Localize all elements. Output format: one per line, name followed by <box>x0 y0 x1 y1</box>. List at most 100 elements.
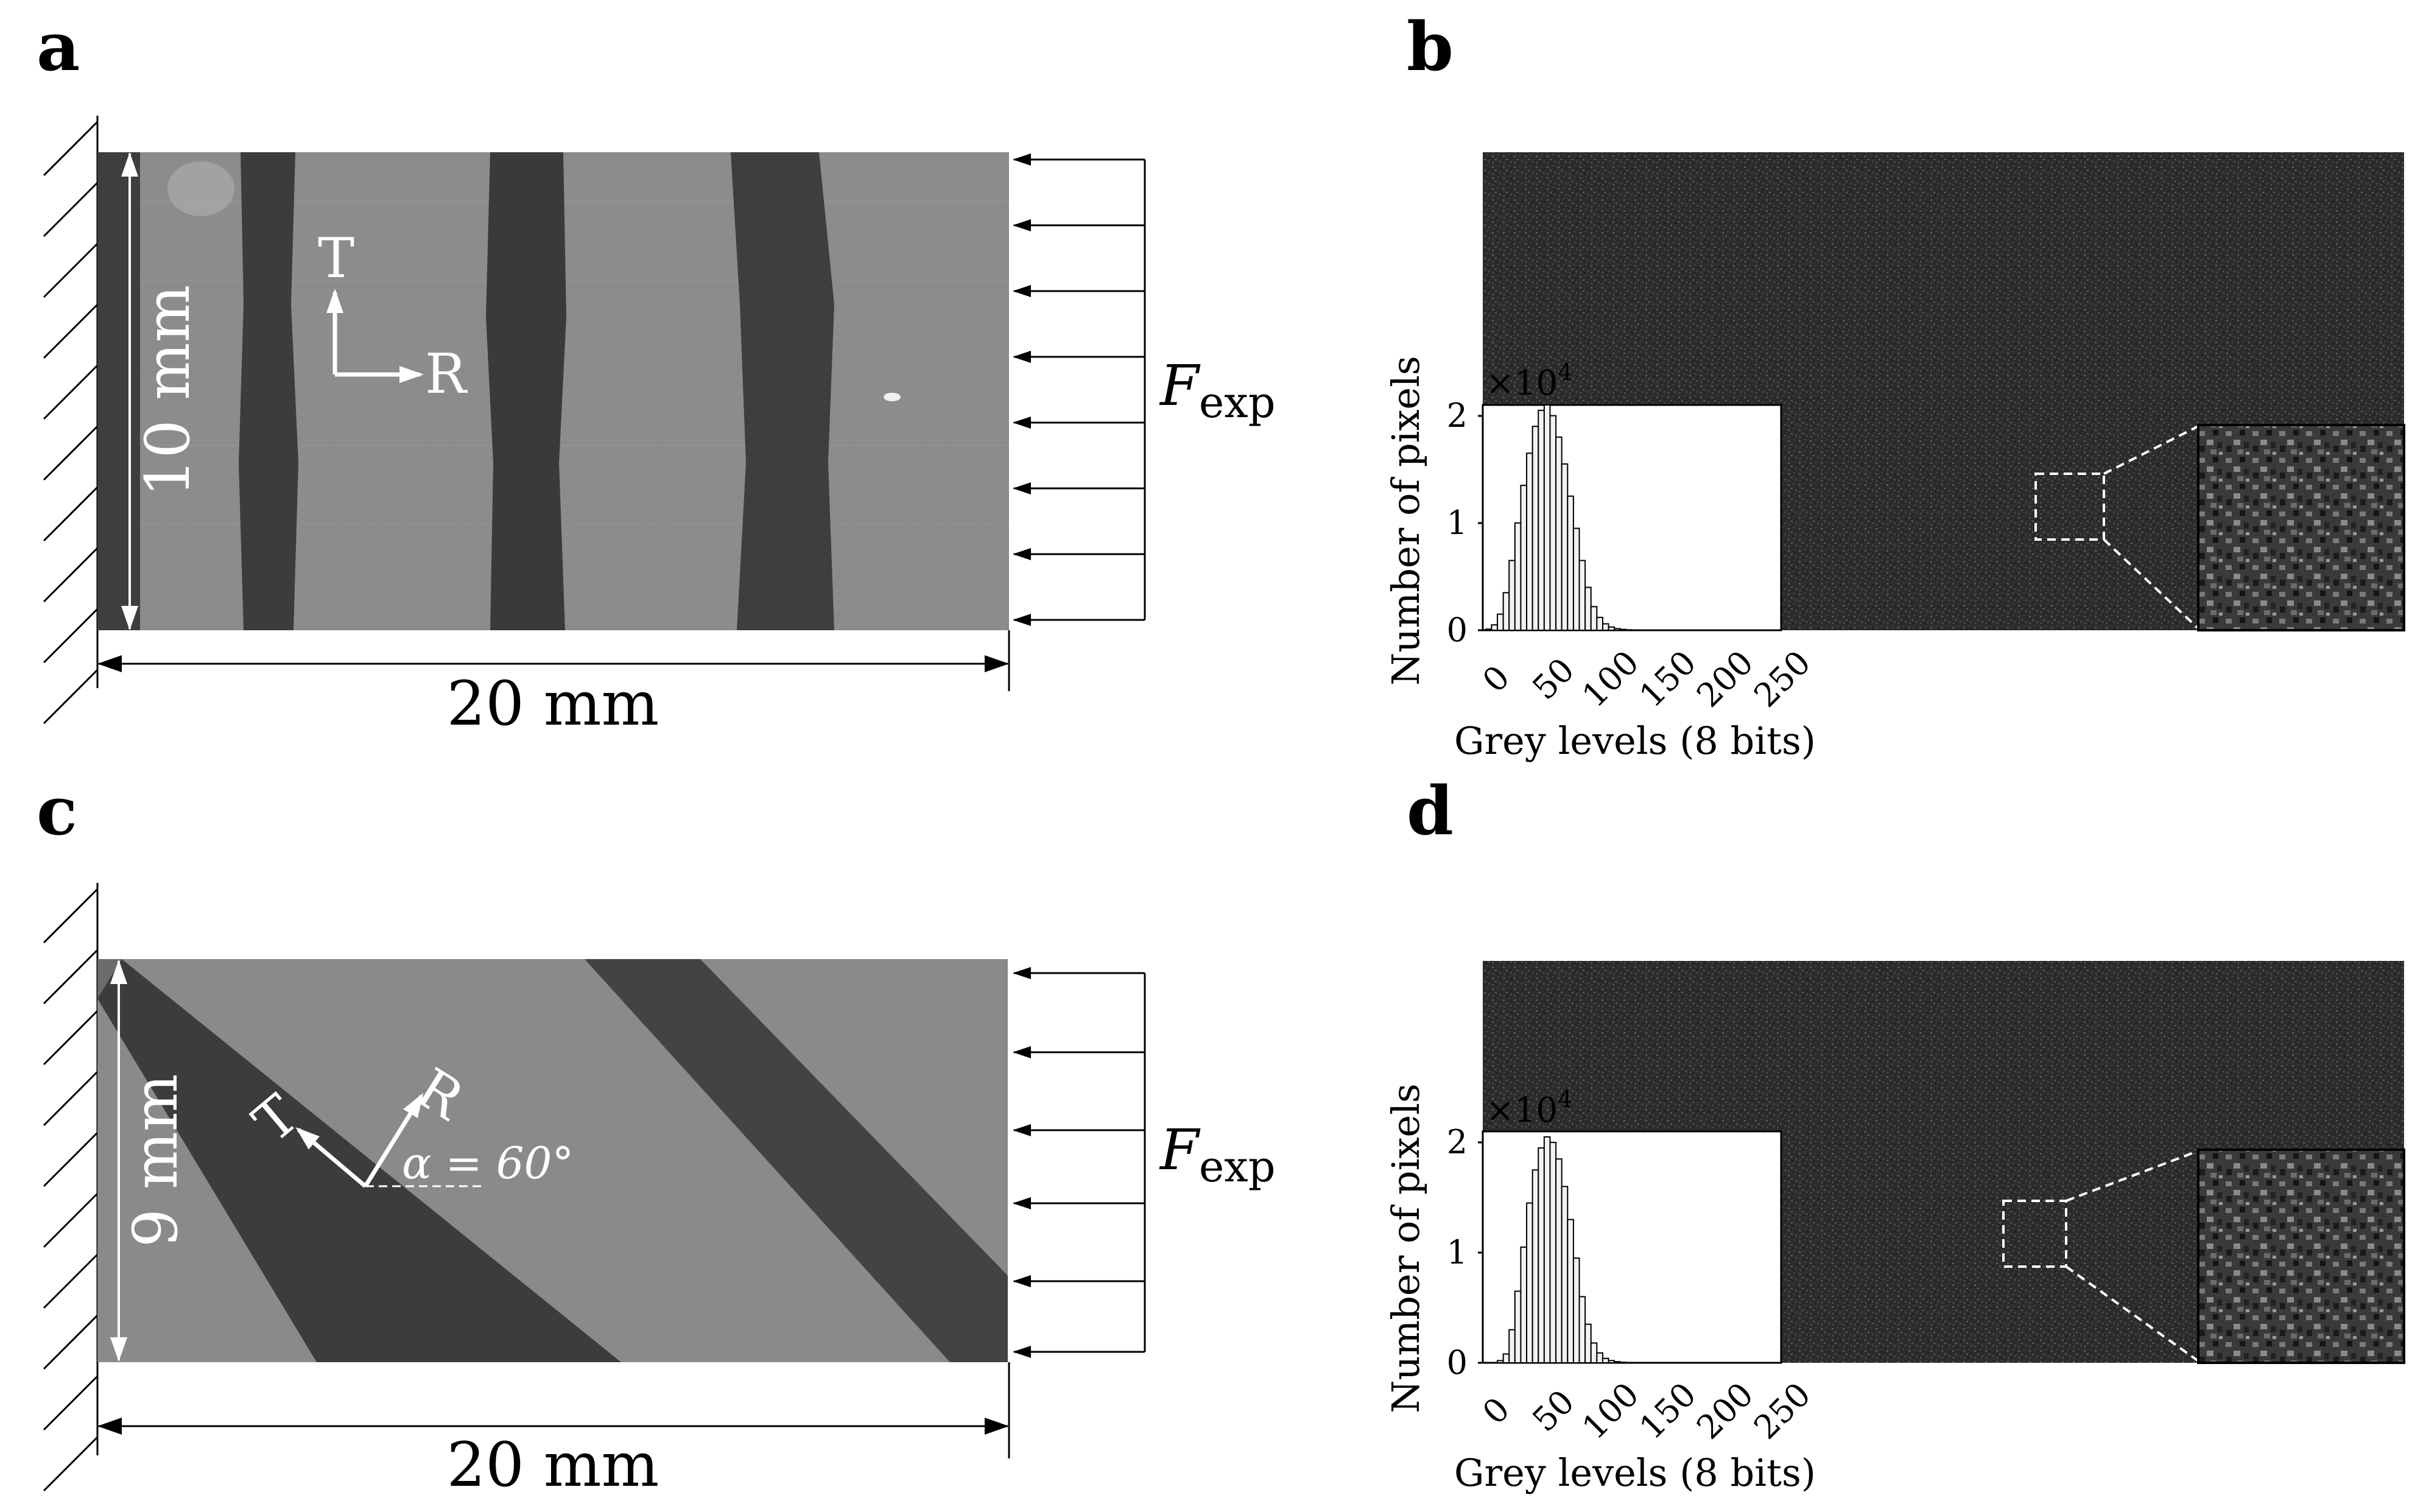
histogram-bar <box>1549 1142 1557 1363</box>
height-label-a: 10 mm <box>132 285 203 498</box>
xtick-b-5: 250 <box>1746 643 1818 714</box>
histogram-bar <box>1497 613 1504 631</box>
force-label-a: Fexp <box>1159 353 1276 427</box>
histogram-bar <box>1555 1158 1563 1363</box>
xlabel-d: Grey levels (8 bits) <box>1454 1450 1816 1495</box>
zoom-inset-d <box>2197 1148 2405 1364</box>
y-multiplier-b: ×104 <box>1486 359 1572 403</box>
width-label-a: 20 mm <box>447 668 659 739</box>
histogram-bar <box>1531 426 1539 631</box>
axis-r-label-a: R <box>425 342 468 406</box>
zoom-inset-b <box>2197 424 2405 631</box>
histogram-bar <box>1619 1362 1627 1363</box>
zoom-region-box-d <box>2002 1200 2067 1268</box>
histogram-bar <box>1561 463 1569 631</box>
histogram-bar <box>1602 1357 1609 1364</box>
histogram-bar <box>1508 560 1516 631</box>
histogram-bar <box>1561 1186 1569 1363</box>
material-axes-a: T R <box>318 227 468 406</box>
xtick-d-2: 100 <box>1575 1375 1646 1446</box>
ytick-d-1: 1 <box>1447 1233 1468 1271</box>
panel-d: d 0 1 2 ×104 Number of pixels 0 50 100 1… <box>1384 772 2405 1495</box>
height-label-c: 9 mm <box>120 1074 191 1247</box>
specimen-photo-c <box>97 959 1008 1362</box>
histogram-bar <box>1514 1290 1522 1363</box>
histogram-bar <box>1555 436 1563 631</box>
histogram-bar <box>1602 623 1609 631</box>
histogram-bar <box>1590 606 1598 631</box>
panel-label-a: a <box>37 7 80 86</box>
histogram-bar <box>1502 592 1510 631</box>
ylabel-d: Number of pixels <box>1384 1083 1428 1413</box>
panel-a: a T <box>37 7 1276 739</box>
histogram-d <box>1497 1136 1639 1364</box>
histogram-bar <box>1485 628 1493 631</box>
histogram-bar <box>1590 1342 1598 1363</box>
ytick-b-0: 0 <box>1447 611 1468 649</box>
force-label-c: Fexp <box>1159 1117 1276 1192</box>
histogram-bar <box>1608 626 1616 631</box>
ytick-d-2: 2 <box>1447 1123 1468 1161</box>
xtick-d-4: 200 <box>1689 1375 1760 1446</box>
panel-label-b: b <box>1407 7 1454 86</box>
histogram-bar <box>1526 1202 1533 1363</box>
panel-c: c T R α = 60° <box>37 772 1276 1500</box>
histogram-bar <box>1531 1169 1539 1364</box>
ytick-d-0: 0 <box>1447 1343 1468 1382</box>
histogram-bar <box>1543 404 1551 631</box>
xtick-d-1: 50 <box>1525 1382 1581 1439</box>
ytick-b-1: 1 <box>1447 504 1468 542</box>
histogram-bar <box>1538 1147 1545 1363</box>
panel-label-d: d <box>1407 772 1454 850</box>
histogram-bar <box>1520 1247 1528 1363</box>
zoom-region-box-b <box>2034 473 2105 541</box>
histogram-bar <box>1584 1323 1592 1364</box>
y-multiplier-d: ×104 <box>1486 1086 1572 1130</box>
histogram-bar <box>1508 1329 1516 1364</box>
panel-label-c: c <box>37 772 77 850</box>
xtick-b-0: 0 <box>1475 658 1517 700</box>
histogram-bar <box>1502 1353 1510 1364</box>
fixed-support-hatch <box>43 116 99 725</box>
xtick-b-4: 200 <box>1689 643 1760 714</box>
axis-t-label-a: T <box>318 227 354 290</box>
histogram-bar <box>1567 495 1574 631</box>
histogram-bar <box>1497 1360 1504 1363</box>
xtick-d-3: 150 <box>1632 1375 1703 1446</box>
fixed-support-hatch-c <box>43 883 99 1492</box>
histogram-bar <box>1491 624 1499 631</box>
histogram-bar <box>1578 560 1586 631</box>
histogram-bar <box>1596 1352 1603 1364</box>
angle-label-c: α = 60° <box>402 1138 574 1189</box>
xtick-b-2: 100 <box>1575 643 1646 714</box>
ylabel-b: Number of pixels <box>1384 356 1428 686</box>
force-arrows-c <box>1013 967 1146 1358</box>
histogram-bar <box>1625 1362 1633 1363</box>
histogram-bar <box>1614 1361 1621 1363</box>
specimen-photo-a <box>97 152 1009 630</box>
histogram-bar <box>1572 1257 1580 1363</box>
xlabel-b: Grey levels (8 bits) <box>1454 719 1816 763</box>
histogram-bar <box>1596 616 1603 631</box>
histogram-bar <box>1549 415 1557 631</box>
ytick-b-2: 2 <box>1447 396 1468 435</box>
histogram-b <box>1485 404 1639 631</box>
histogram-bar <box>1526 452 1533 631</box>
histogram-bar <box>1543 1136 1551 1363</box>
histogram-bar <box>1578 1296 1586 1363</box>
force-arrows-a <box>1013 153 1146 626</box>
histogram-bar <box>1514 522 1522 631</box>
histogram-bar <box>1584 586 1592 631</box>
xtick-b-3: 150 <box>1632 643 1703 714</box>
width-label-c: 20 mm <box>447 1429 659 1500</box>
xtick-b-1: 50 <box>1525 650 1581 707</box>
histogram-bar <box>1520 485 1528 631</box>
histogram-bar <box>1608 1360 1616 1363</box>
histogram-bar <box>1567 1218 1574 1364</box>
histogram-bar <box>1614 628 1621 631</box>
panel-b: b 0 1 2 ×104 Number of pixels 0 50 100 1… <box>1384 7 2405 763</box>
xtick-d-5: 250 <box>1746 1375 1818 1446</box>
histogram-bar <box>1538 409 1545 631</box>
xtick-d-0: 0 <box>1475 1390 1517 1432</box>
histogram-bar <box>1572 527 1580 631</box>
